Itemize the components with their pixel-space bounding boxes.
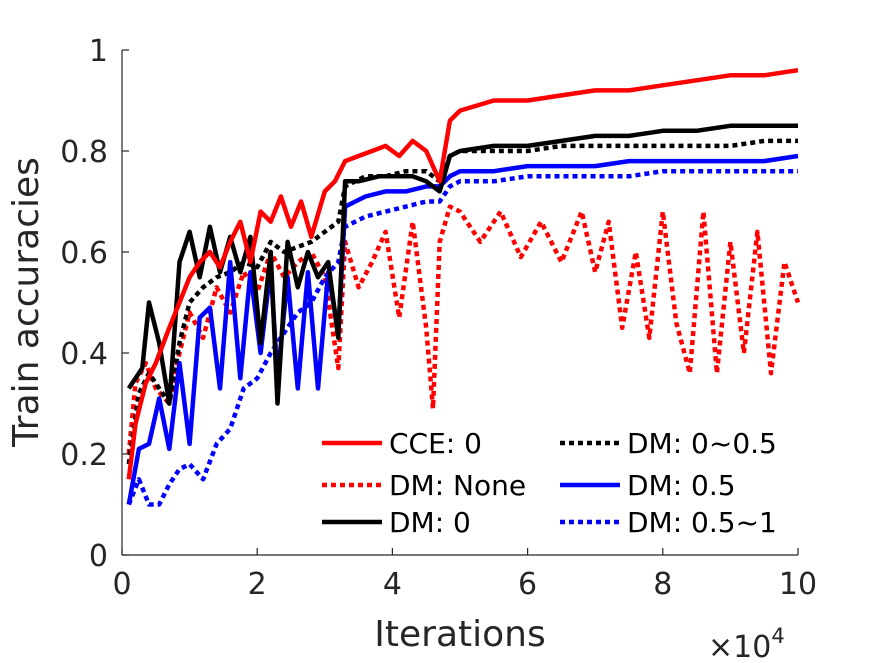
series-line-1 [126,204,801,455]
x-axis-title: Iterations [374,614,545,655]
x-tick-label: 2 [248,567,267,602]
legend-label-1: DM: None [389,469,526,502]
y-tick-label: 0.2 [60,438,108,473]
legend-label-5: DM: 0.5~1 [627,506,777,539]
series-line-2 [126,123,798,406]
legend-label-3: DM: 0~0.5 [627,427,777,460]
y-tick-label: 1 [89,34,108,69]
x-tick-label: 10 [779,567,817,602]
y-tick-label: 0.4 [60,337,108,372]
ticks-layer: 0 2 4 6 8 10 0 0.2 0.4 0.6 0.8 1 [60,34,817,602]
series-line-4 [126,153,799,505]
y-axis-title: Train accuracies [6,157,47,448]
x-tick-label: 4 [383,567,402,602]
y-tick-label: 0 [89,539,108,574]
x-tick-label: 6 [518,567,537,602]
x-multiplier-base: ×10 [708,630,771,663]
x-tick-label: 8 [653,567,672,602]
x-multiplier-exponent: 4 [771,624,784,648]
axes-layer [121,50,798,556]
series-line-3 [126,138,798,465]
series-layer [126,67,801,507]
x-multiplier-label: ×104 [708,624,785,663]
legend-label-0: CCE: 0 [389,427,482,460]
legend-label-2: DM: 0 [389,506,471,539]
x-tick-label: 0 [112,567,131,602]
legend: CCE: 0 DM: None DM: 0 DM: 0~0.5 DM: 0.5 DM: 0… [322,427,777,539]
y-tick-label: 0.6 [60,236,108,271]
legend-label-4: DM: 0.5 [627,469,736,502]
y-tick-label: 0.8 [60,135,108,170]
series-line-0 [126,67,799,480]
